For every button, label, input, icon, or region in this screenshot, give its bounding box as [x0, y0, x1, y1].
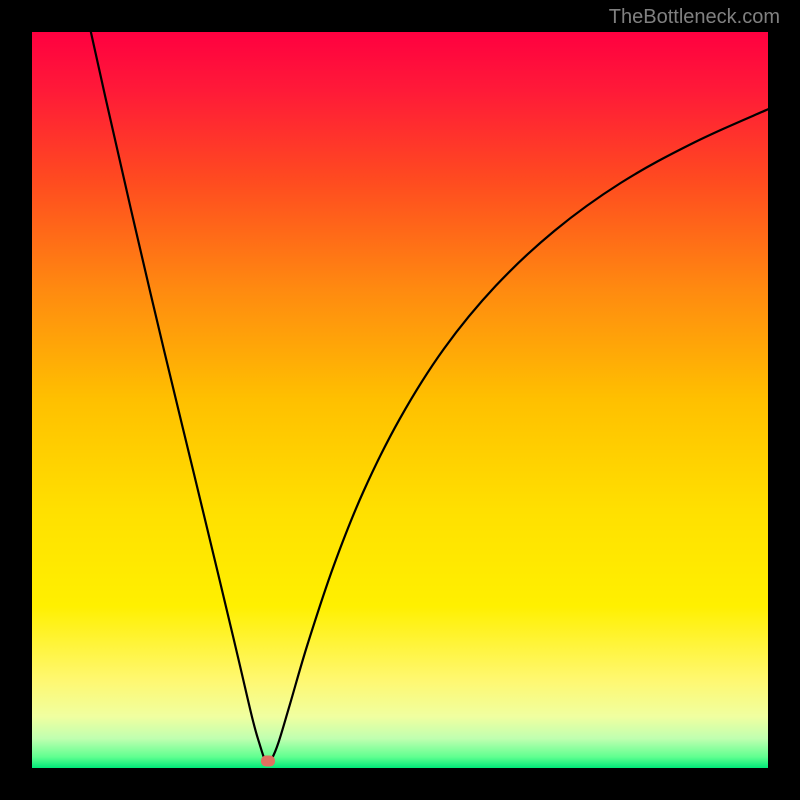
watermark-text: TheBottleneck.com — [609, 6, 780, 29]
bottleneck-curve — [32, 32, 768, 768]
chart-plot-area — [32, 32, 768, 768]
minimum-marker — [261, 756, 275, 767]
